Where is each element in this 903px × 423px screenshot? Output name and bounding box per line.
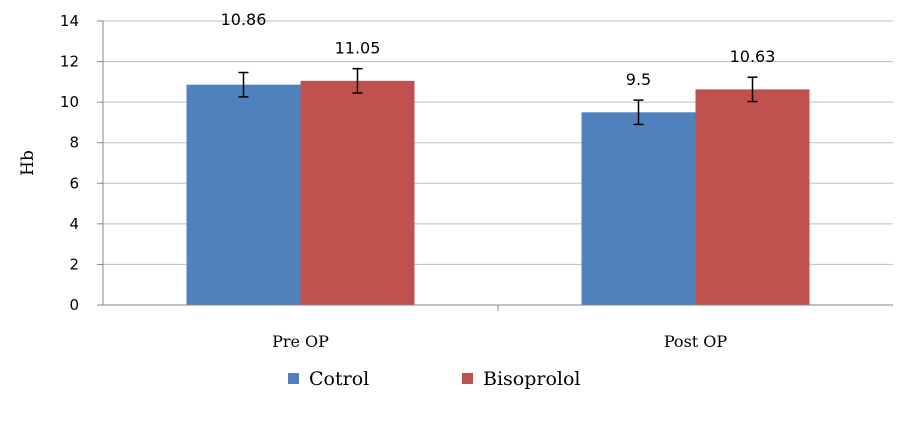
- y-tick-label: 6: [69, 174, 79, 192]
- category-labels: Pre OP Post OP: [272, 332, 727, 351]
- legend-label: Cotrol: [309, 368, 369, 390]
- axes: [102, 21, 893, 311]
- y-tick-label: 12: [60, 53, 79, 71]
- data-label: 11.05: [335, 39, 381, 58]
- y-axis-title: Hb: [18, 150, 38, 176]
- legend-swatch-bisoprolol: [462, 373, 473, 384]
- category-label: Post OP: [664, 332, 728, 351]
- y-tick-label: 4: [69, 215, 79, 233]
- bars: [186, 80, 810, 306]
- legend-label: Bisoprolol: [483, 368, 581, 390]
- bar-bisoprolol-0: [300, 80, 415, 305]
- error-bars: [238, 67, 758, 126]
- bar-bisoprolol-1: [695, 89, 810, 305]
- bar-cotrol-0: [186, 84, 301, 305]
- category-label: Pre OP: [272, 332, 329, 351]
- data-labels: 10.86 11.05 9.5 10.63: [221, 10, 776, 89]
- y-tick-label: 14: [60, 12, 79, 30]
- legend: Cotrol Bisoprolol: [288, 368, 581, 390]
- y-tick-label: 10: [60, 93, 79, 111]
- y-tick-label: 2: [69, 255, 79, 273]
- y-tick-label: 8: [69, 134, 79, 152]
- data-label: 10.63: [730, 47, 776, 66]
- data-label: 10.86: [221, 10, 267, 29]
- y-tick-label: 0: [69, 296, 79, 314]
- legend-swatch-cotrol: [288, 373, 299, 384]
- y-tick-labels: 0 2 4 6 8 10 12 14: [60, 12, 103, 314]
- bar-cotrol-1: [581, 112, 696, 306]
- data-label: 9.5: [626, 70, 651, 89]
